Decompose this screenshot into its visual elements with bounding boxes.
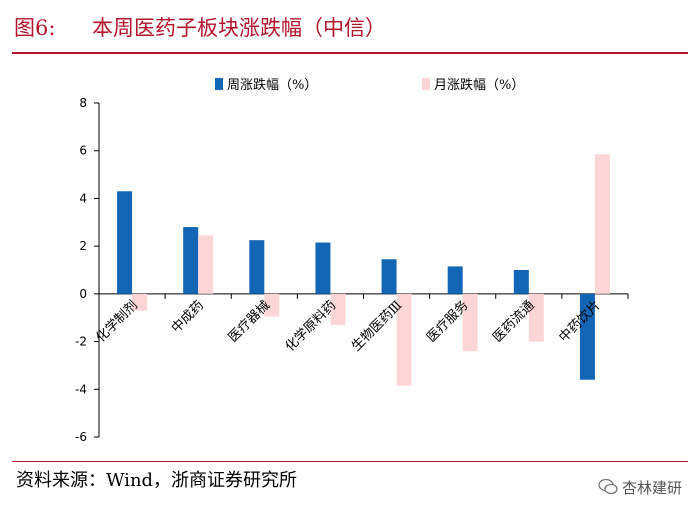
bar-chart: 周涨跌幅（%） 月涨跌幅（%） -6 -4 -2 0 2 4 6 8 化学制剂 中成药 医疗器械 化学… <box>75 77 629 444</box>
watermark-text: 杏林建研 <box>621 478 682 497</box>
y-tick-label: 0 <box>79 287 87 301</box>
axes: -6 -4 -2 0 2 4 6 8 <box>75 96 629 444</box>
wechat-icon <box>598 478 618 495</box>
bar-weekly <box>381 259 397 294</box>
figure-number: 图6: <box>14 16 56 40</box>
bar-monthly <box>132 293 148 311</box>
bar-monthly <box>198 235 214 294</box>
bar-monthly <box>330 293 346 325</box>
category-labels: 化学制剂 中成药 医疗器械 化学原料药 生物医药Ⅲ 医疗服务 医药流通 中药饮片 <box>93 297 604 354</box>
bar-weekly <box>447 266 463 294</box>
bars <box>117 154 610 386</box>
bar-weekly <box>315 242 331 294</box>
y-tick-label: -2 <box>75 335 87 349</box>
category-label: 化学原料药 <box>282 297 339 354</box>
y-tick-label: 4 <box>79 191 87 205</box>
bar-monthly <box>528 293 544 342</box>
watermark: 杏林建研 <box>598 476 682 498</box>
category-label: 医疗器械 <box>226 298 273 345</box>
bar-weekly <box>117 191 133 294</box>
category-label: 化学制剂 <box>93 297 141 345</box>
bar-monthly <box>462 293 478 352</box>
y-tick-label: 8 <box>79 96 87 110</box>
legend: 周涨跌幅（%） 月涨跌幅（%） <box>215 77 524 93</box>
legend-swatch-weekly <box>215 78 223 90</box>
bar-monthly <box>264 293 280 317</box>
y-tick-label: 2 <box>79 239 87 253</box>
y-tick-label: -6 <box>75 430 87 444</box>
source-note: 资料来源：Wind，浙商证券研究所 <box>16 470 298 491</box>
legend-label-weekly: 周涨跌幅（%） <box>227 77 317 93</box>
y-tick-label: -4 <box>75 382 87 396</box>
title-rule <box>12 52 688 54</box>
figure-title: 图6: 本周医药子板块涨跌幅（中信） <box>14 8 686 48</box>
bar-weekly <box>513 270 529 294</box>
bar-weekly <box>579 293 595 380</box>
figure-title-text: 本周医药子板块涨跌幅（中信） <box>92 16 386 40</box>
legend-swatch-monthly <box>422 78 430 90</box>
legend-label-monthly: 月涨跌幅（%） <box>434 77 524 93</box>
bar-monthly <box>396 293 412 386</box>
category-label: 中成药 <box>169 298 207 336</box>
bar-weekly <box>183 227 199 294</box>
footer-rule <box>12 461 688 462</box>
y-tick-label: 6 <box>79 144 87 158</box>
bar-monthly <box>594 154 610 294</box>
bar-weekly <box>249 240 265 294</box>
